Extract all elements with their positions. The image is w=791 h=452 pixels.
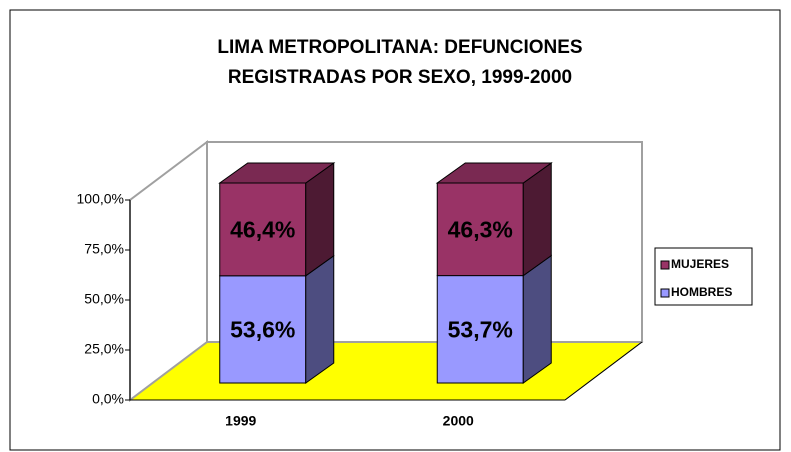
legend-swatch	[660, 288, 670, 298]
bar-top	[435, 162, 553, 184]
y-tick-label: 0,0%	[92, 391, 124, 407]
bar-front	[219, 275, 307, 384]
back-wall	[206, 141, 643, 343]
bar-side	[305, 254, 335, 384]
bar-front	[436, 275, 524, 384]
chart-title: LIMA METROPOLITANA: DEFUNCIONES	[217, 37, 582, 58]
x-tick-label: 1999	[225, 413, 256, 429]
value-label: 53,6%	[230, 316, 295, 342]
y-tick-label: 75,0%	[84, 241, 124, 257]
bar-front	[436, 182, 524, 277]
legend-box	[654, 247, 753, 306]
bar-top	[218, 162, 336, 184]
bar-front	[219, 182, 307, 277]
x-axis-depth	[564, 341, 643, 401]
y-tick-label: 25,0%	[84, 341, 124, 357]
x-tick-label: 2000	[443, 413, 474, 429]
bar-side	[522, 254, 552, 384]
y-tick-label: 50,0%	[84, 291, 124, 307]
chart-title: REGISTRADAS POR SEXO, 1999-2000	[228, 67, 572, 88]
floor	[128, 341, 644, 401]
legend-label: HOMBRES	[671, 285, 732, 299]
plot-area: 0,0% 25,0% 50,0% 75,0% 100,0% 1999 53,6% 46,4% 2…	[77, 139, 753, 429]
value-label: 46,4%	[230, 216, 295, 242]
legend-label: MUJERES	[671, 257, 729, 271]
y-tick-label: 100,0%	[77, 191, 124, 207]
value-label: 46,3%	[448, 216, 513, 242]
legend-swatch	[660, 260, 670, 270]
value-label: 53,7%	[448, 316, 513, 342]
